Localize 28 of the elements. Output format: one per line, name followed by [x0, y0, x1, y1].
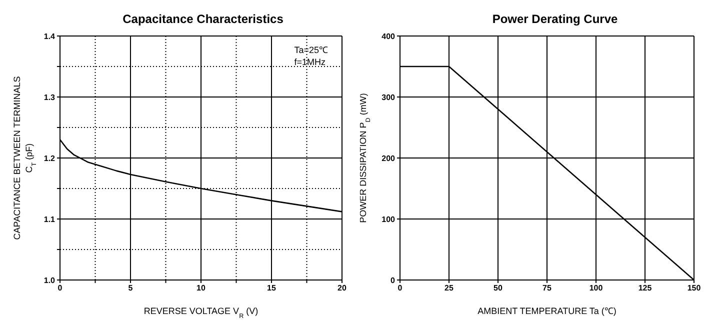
x-tick-label: 100 — [589, 284, 604, 293]
chart-title: Power Derating Curve — [491, 11, 619, 28]
y-tick-label: 400 — [382, 32, 396, 41]
y-tick-label: 300 — [382, 92, 396, 102]
x-tick-label: 20 — [338, 284, 347, 293]
y-tick-label: 1.0 — [44, 276, 56, 285]
chart-title: Capacitance Characteristics — [122, 11, 284, 28]
x-tick-label: 15 — [267, 284, 276, 293]
x-tick-label: 0 — [58, 284, 63, 293]
x-tick-label: 50 — [494, 284, 503, 293]
x-tick-label: 25 — [444, 284, 454, 293]
annotation: Ta=25℃ — [294, 44, 328, 56]
x-axis-title: REVERSE VOLTAGE V$_{R}$ (V) — [144, 306, 258, 320]
x-tick-label: 5 — [128, 284, 134, 293]
y-tick-label: 1.4 — [44, 32, 56, 41]
y-tick-label: 100 — [382, 214, 396, 224]
y-tick-label: 1.2 — [44, 154, 56, 163]
annotation: f=1MHz — [294, 56, 326, 68]
x-tick-label: 75 — [542, 284, 552, 293]
y-tick-label: 1.3 — [44, 92, 56, 102]
x-tick-label: 0 — [398, 284, 403, 293]
x-axis-title: AMBIENT TEMPERATURE Ta (℃) — [478, 306, 616, 316]
x-tick-label: 125 — [638, 284, 652, 293]
y-tick-label: 0 — [390, 276, 396, 285]
x-tick-label: 150 — [687, 284, 702, 293]
x-tick-label: 10 — [196, 284, 206, 293]
y-tick-label: 200 — [382, 154, 396, 163]
y-tick-label: 1.1 — [44, 214, 56, 224]
